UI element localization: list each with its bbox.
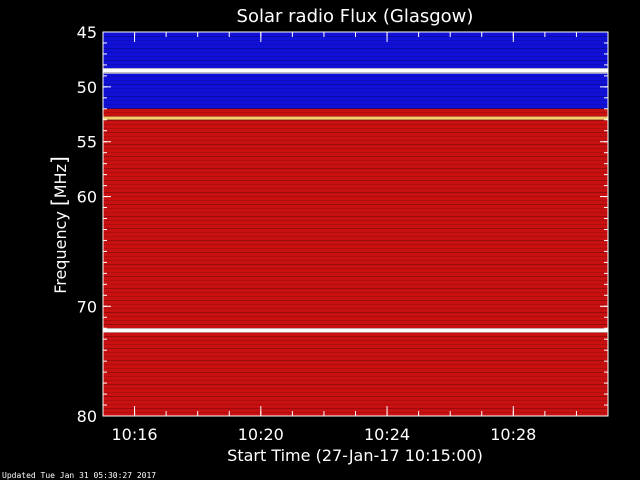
axes: 45 50 55 60 70 80 10:16 10:20 10:24 10:28 bbox=[77, 23, 609, 444]
y-tick-label: 50 bbox=[77, 78, 97, 97]
frequency-band-peak bbox=[103, 328, 608, 333]
y-tick-label: 70 bbox=[77, 297, 97, 316]
y-axis-unit: MHz bbox=[51, 164, 70, 198]
y-tick-label: 45 bbox=[77, 23, 97, 42]
frequency-band-low bbox=[103, 73, 608, 109]
y-axis-label-text: Frequency bbox=[51, 206, 70, 294]
update-timestamp: Updated Tue Jan 31 05:30:27 2017 bbox=[2, 471, 157, 480]
frequency-band-high bbox=[103, 116, 608, 120]
frequency-band-mid bbox=[103, 332, 608, 416]
x-tick-label: 10:20 bbox=[238, 425, 284, 444]
y-tick-label: 55 bbox=[77, 133, 97, 152]
frequency-band-mid bbox=[103, 108, 608, 117]
frequency-band-peak bbox=[103, 68, 608, 74]
x-tick-label: 10:16 bbox=[112, 425, 158, 444]
y-tick-label: 80 bbox=[77, 407, 97, 426]
plot-area bbox=[103, 32, 608, 416]
y-tick-label: 60 bbox=[77, 188, 97, 207]
y-axis-bracket: [ bbox=[47, 198, 71, 206]
x-tick-label: 10:28 bbox=[490, 425, 536, 444]
x-tick-label: 10:24 bbox=[364, 425, 410, 444]
x-axis-label: Start Time (27-Jan-17 10:15:00) bbox=[227, 446, 483, 465]
frequency-band-low bbox=[103, 32, 608, 69]
y-axis-label: Frequency [MHz] bbox=[47, 156, 71, 294]
chart-title: Solar radio Flux (Glasgow) bbox=[237, 6, 474, 27]
y-axis-bracket: ] bbox=[47, 156, 71, 164]
frequency-band-mid bbox=[103, 119, 608, 329]
